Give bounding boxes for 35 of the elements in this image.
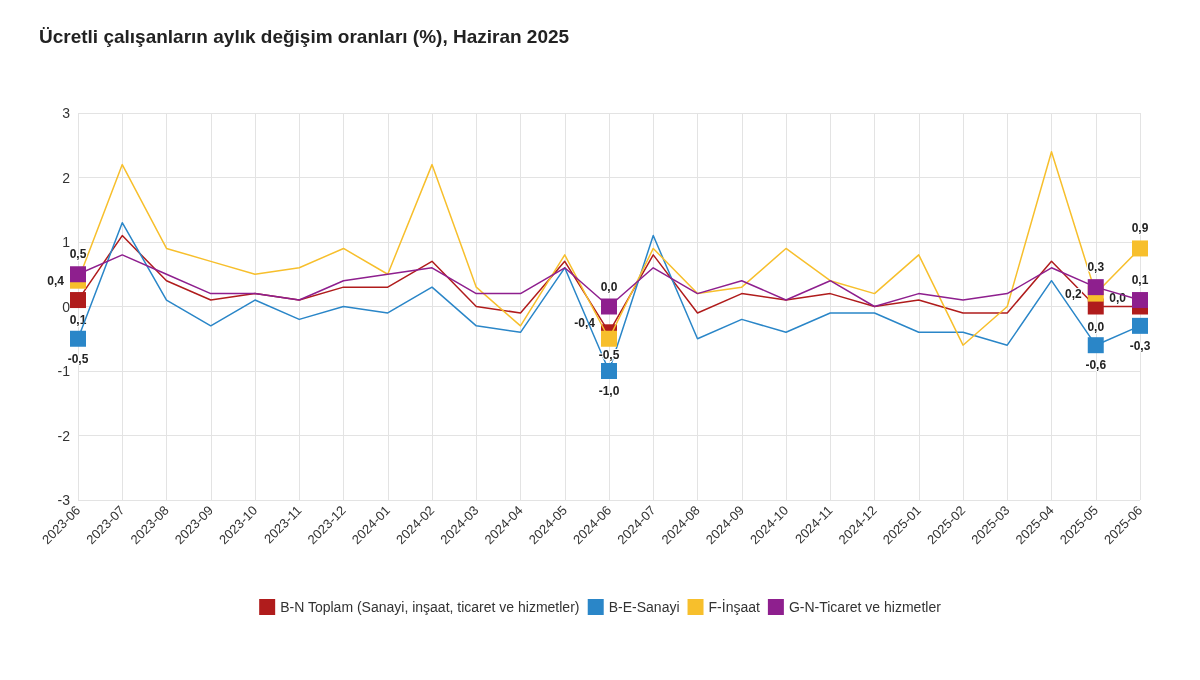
chart-title: Ücretli çalışanların aylık değişim oranları (%), Haziran 2025 [39,26,570,47]
point [70,266,86,283]
data-label: 0,0 [600,279,618,294]
data-label: 0,1 [1131,273,1149,288]
y-tick-label: -2 [57,427,71,444]
data-label: -0,3 [1129,338,1151,353]
data-label: 0,0 [1087,319,1105,334]
y-tick-label: 2 [62,169,71,186]
legend-label: B-N Toplam (Sanayi, inşaat, ticaret ve hizmetler) [280,599,580,615]
y-tick-label: 0 [62,298,71,315]
point [1132,240,1148,257]
legend-label: G-N-Ticaret ve hizmetler [788,599,942,615]
point [601,330,617,347]
data-label: 0,5 [69,247,87,262]
point [1132,317,1148,334]
data-label: 0,4 [47,273,65,288]
data-label: -0,5 [67,351,89,366]
point [1087,279,1104,296]
data-label: -1,0 [598,384,620,398]
data-label: 0,3 [1087,260,1105,275]
point [601,363,617,379]
point [1132,292,1148,309]
data-label: 0,2 [1065,286,1083,301]
y-tick-label: 3 [62,105,71,121]
y-tick-label: -3 [57,492,71,508]
point [601,298,617,315]
legend-label: F-İnşaat [708,598,760,615]
y-tick-label: 1 [62,234,71,250]
point [1087,337,1104,354]
point [70,292,86,309]
point [70,330,86,347]
data-label: -0,6 [1085,358,1107,373]
legend-label: B-E-Sanayi [608,599,680,615]
y-tick-label: -1 [57,363,71,379]
data-label: 0,9 [1131,221,1149,236]
